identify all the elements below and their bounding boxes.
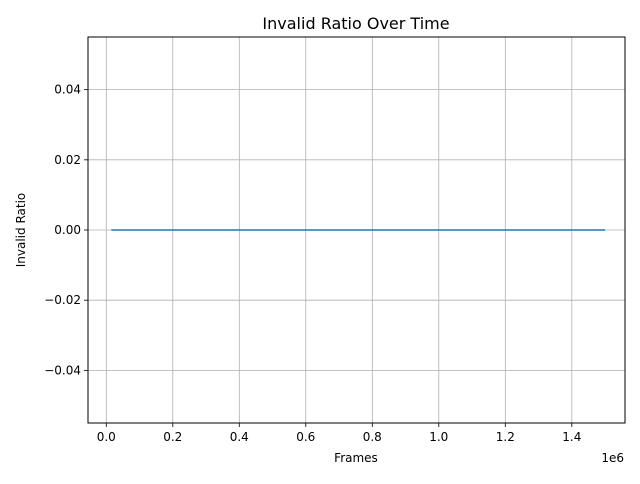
x-axis-ticks: 0.0 0.2 0.4 0.6 0.8 1.0 1.2 1.4 bbox=[97, 423, 581, 444]
chart-title: Invalid Ratio Over Time bbox=[262, 14, 449, 33]
x-tick-label: 0.6 bbox=[296, 430, 315, 444]
x-axis-offset-label: 1e6 bbox=[601, 451, 624, 465]
y-tick-label: 0.00 bbox=[54, 223, 81, 237]
y-axis-label: Invalid Ratio bbox=[14, 193, 28, 268]
x-tick-label: 0.4 bbox=[230, 430, 249, 444]
y-tick-label: 0.04 bbox=[54, 83, 81, 97]
x-axis-label: Frames bbox=[334, 451, 378, 465]
y-tick-label: 0.02 bbox=[54, 153, 81, 167]
x-tick-label: 0.2 bbox=[163, 430, 182, 444]
x-tick-label: 0.0 bbox=[97, 430, 116, 444]
x-tick-label: 1.2 bbox=[496, 430, 515, 444]
y-tick-label: −0.02 bbox=[44, 293, 81, 307]
y-tick-label: −0.04 bbox=[44, 363, 81, 377]
y-axis-ticks: −0.04 −0.02 0.00 0.02 0.04 bbox=[44, 83, 88, 377]
x-tick-label: 0.8 bbox=[363, 430, 382, 444]
x-tick-label: 1.4 bbox=[562, 430, 581, 444]
x-tick-label: 1.0 bbox=[429, 430, 448, 444]
